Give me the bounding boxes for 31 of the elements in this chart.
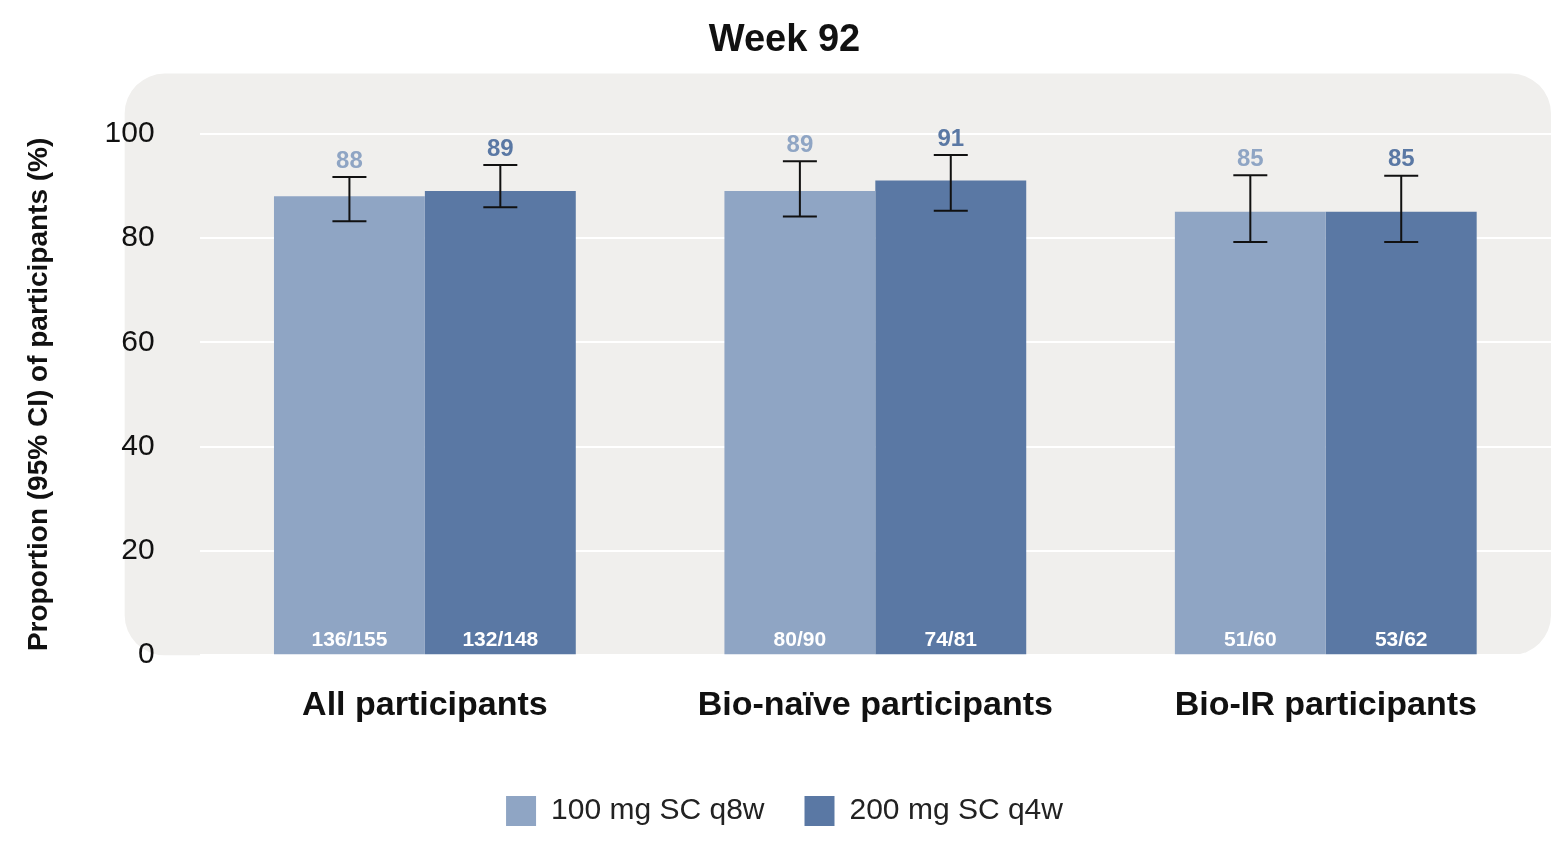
annotation: 53/62 — [1374, 627, 1428, 651]
y-tick-label: 60 — [121, 323, 155, 357]
y-tick-label: 80 — [121, 219, 155, 253]
data-label: 85 — [1387, 144, 1415, 172]
data-label: 89 — [486, 133, 514, 161]
chart-title: Week 92 — [708, 17, 861, 60]
annotation: 80/90 — [773, 627, 827, 651]
data-label: 89 — [786, 129, 814, 157]
legend-label: 200 mg SC q4w — [849, 792, 1064, 826]
bar — [875, 180, 1027, 655]
data-label: 85 — [1236, 143, 1264, 171]
annotation: 136/155 — [311, 627, 388, 651]
x-tick-label: Bio-naïve participants — [697, 683, 1053, 722]
y-tick-label: 20 — [121, 532, 155, 566]
annotation: 51/60 — [1224, 627, 1277, 651]
annotation: 132/148 — [462, 627, 539, 651]
legend-label: 100 mg SC q8w — [551, 792, 765, 826]
bar — [1174, 211, 1326, 655]
data-label: 88 — [336, 145, 363, 173]
data-label: 91 — [937, 123, 965, 151]
x-tick-label: All participants — [302, 683, 548, 722]
bar — [1325, 211, 1477, 655]
y-tick-label: 100 — [104, 114, 155, 148]
y-axis-title: Proportion (95% CI) of participants (%) — [21, 137, 53, 652]
bar — [424, 190, 576, 655]
x-tick-label: Bio-IR participants — [1174, 683, 1477, 722]
bar — [724, 190, 876, 655]
bar — [273, 196, 425, 655]
y-tick-label: 0 — [137, 636, 155, 670]
annotation: 74/81 — [924, 627, 978, 651]
y-tick-label: 40 — [121, 427, 155, 461]
